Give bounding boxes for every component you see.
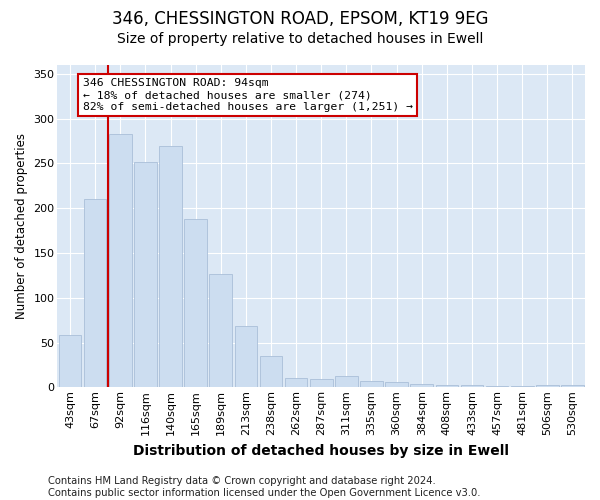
Bar [335,376,358,388]
Bar [360,381,383,388]
Bar [410,384,433,388]
Bar [461,386,483,388]
Text: 346 CHESSINGTON ROAD: 94sqm
← 18% of detached houses are smaller (274)
82% of se: 346 CHESSINGTON ROAD: 94sqm ← 18% of det… [83,78,413,112]
Bar [209,274,232,388]
Bar [310,379,332,388]
X-axis label: Distribution of detached houses by size in Ewell: Distribution of detached houses by size … [133,444,509,458]
Bar [84,200,106,388]
Bar [134,162,157,388]
Bar [511,386,533,388]
Bar [109,134,131,388]
Bar [385,382,408,388]
Text: Size of property relative to detached houses in Ewell: Size of property relative to detached ho… [117,32,483,46]
Bar [260,356,282,388]
Y-axis label: Number of detached properties: Number of detached properties [15,133,28,319]
Bar [561,384,584,388]
Bar [184,219,207,388]
Bar [285,378,307,388]
Text: Contains HM Land Registry data © Crown copyright and database right 2024.
Contai: Contains HM Land Registry data © Crown c… [48,476,481,498]
Bar [436,384,458,388]
Bar [59,336,82,388]
Text: 346, CHESSINGTON ROAD, EPSOM, KT19 9EG: 346, CHESSINGTON ROAD, EPSOM, KT19 9EG [112,10,488,28]
Bar [159,146,182,388]
Bar [486,386,508,388]
Bar [235,326,257,388]
Bar [536,386,559,388]
